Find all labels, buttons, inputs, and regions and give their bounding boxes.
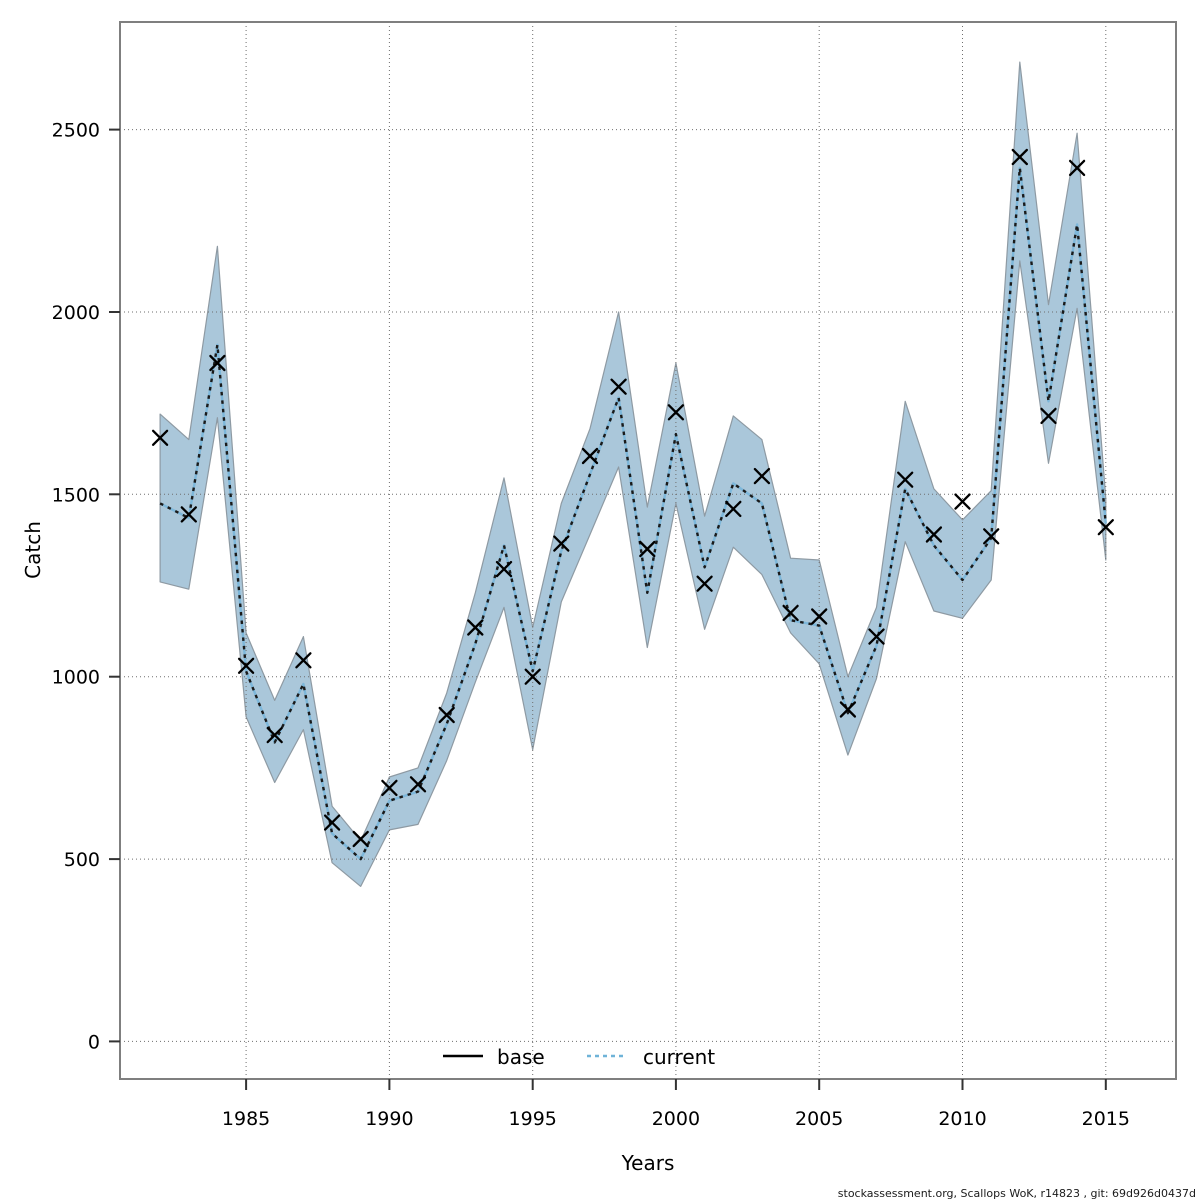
x-tick-label: 2000 <box>652 1108 700 1130</box>
x-tick-label: 1995 <box>509 1108 557 1130</box>
base-marker <box>782 604 799 622</box>
y-tick-label: 2500 <box>52 120 100 142</box>
y-axis-label: Catch <box>21 521 45 579</box>
base-marker <box>237 657 255 674</box>
y-tick-label: 0 <box>88 1031 100 1053</box>
y-tick-label: 2000 <box>52 302 100 324</box>
y-axis: 0 500 1000 1500 2000 2500 <box>52 120 120 1053</box>
base-marker <box>409 776 427 793</box>
base-marker <box>581 447 599 465</box>
base-marker <box>524 668 541 685</box>
base-marker <box>151 429 169 446</box>
base-marker <box>696 575 713 592</box>
legend-current-label: current <box>643 1045 715 1069</box>
base-marker <box>180 506 197 523</box>
confidence-band <box>159 61 1107 888</box>
plot-border <box>119 21 1177 1080</box>
base-marker <box>266 726 283 744</box>
base-marker <box>839 701 857 718</box>
base-marker <box>983 528 1000 545</box>
base-marker <box>438 706 455 724</box>
y-tick-label: 1500 <box>52 484 100 506</box>
footer-credit: stockassessment.org, Scallops WoK, r1482… <box>838 1187 1196 1200</box>
base-marker <box>495 560 513 578</box>
base-marker <box>467 619 484 636</box>
base-marker <box>323 814 341 831</box>
base-marker <box>639 540 656 558</box>
base-marker <box>897 471 914 488</box>
base-marker <box>954 493 971 510</box>
base-marker <box>553 535 570 552</box>
x-tick-label: 2015 <box>1082 1108 1130 1130</box>
current-line <box>159 166 1107 861</box>
x-axis: 1985 1990 1995 2000 2005 2010 2015 <box>222 1079 1130 1130</box>
base-marker <box>352 830 369 848</box>
base-marker <box>868 628 885 645</box>
series-layer <box>159 166 1107 861</box>
base-marker <box>753 467 771 485</box>
confidence-band-layer <box>159 61 1107 888</box>
x-axis-label: Years <box>621 1151 675 1175</box>
base-marker <box>209 354 226 372</box>
grid-layer <box>120 22 1176 1079</box>
y-tick-label: 500 <box>64 849 100 871</box>
x-tick-label: 1985 <box>222 1108 270 1130</box>
y-tick-label: 1000 <box>52 667 100 689</box>
base-marker <box>1097 519 1114 536</box>
x-tick-label: 2010 <box>938 1108 986 1130</box>
base-marker <box>667 404 685 421</box>
base-marker <box>811 608 828 625</box>
base-marker <box>1011 148 1028 166</box>
base-marker <box>381 779 398 797</box>
marker-layer <box>151 148 1114 848</box>
base-marker <box>295 652 312 669</box>
legend-base-label: base <box>497 1045 545 1069</box>
base-marker <box>1040 407 1057 425</box>
base-marker <box>725 500 742 518</box>
legend: base current <box>443 1045 715 1069</box>
base-marker <box>925 526 943 543</box>
x-tick-label: 2005 <box>795 1108 843 1130</box>
x-tick-label: 1990 <box>365 1108 413 1130</box>
base-marker <box>610 378 627 395</box>
base-marker <box>1068 159 1086 177</box>
